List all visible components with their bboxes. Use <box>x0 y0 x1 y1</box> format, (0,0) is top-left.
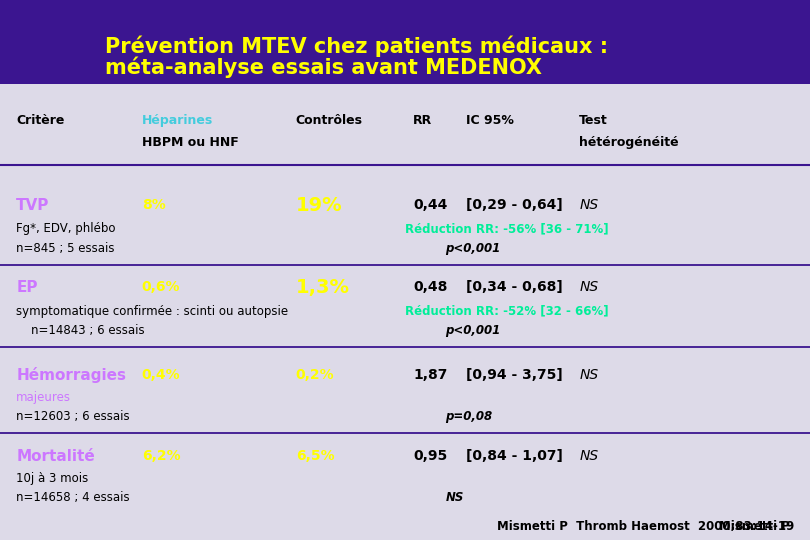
Text: Contrôles: Contrôles <box>296 114 363 127</box>
Text: 10j à 3 mois: 10j à 3 mois <box>16 472 88 485</box>
Text: 6,5%: 6,5% <box>296 449 335 463</box>
Text: [0,84 - 1,07]: [0,84 - 1,07] <box>466 449 563 463</box>
Text: EP: EP <box>16 280 38 295</box>
Text: IC 95%: IC 95% <box>466 114 514 127</box>
Text: NS: NS <box>579 280 599 294</box>
Text: n=845 ; 5 essais: n=845 ; 5 essais <box>16 242 115 255</box>
Text: [0,29 - 0,64]: [0,29 - 0,64] <box>466 198 562 212</box>
Text: 0,44: 0,44 <box>413 198 447 212</box>
Text: 0,48: 0,48 <box>413 280 447 294</box>
FancyBboxPatch shape <box>0 84 810 540</box>
Text: NS: NS <box>579 198 599 212</box>
Text: Réduction RR: -52% [32 - 66%]: Réduction RR: -52% [32 - 66%] <box>405 305 608 318</box>
Text: 8%: 8% <box>142 198 165 212</box>
Text: Mismetti P: Mismetti P <box>718 520 794 533</box>
Text: Hémorragies: Hémorragies <box>16 367 126 383</box>
Text: Mortalité: Mortalité <box>16 449 95 464</box>
Text: Héparines: Héparines <box>142 114 213 127</box>
Text: Réduction RR: -56% [36 - 71%]: Réduction RR: -56% [36 - 71%] <box>405 222 608 235</box>
Text: méta-analyse essais avant MEDENOX: méta-analyse essais avant MEDENOX <box>105 56 543 78</box>
Text: Mismetti P  Thromb Haemost  2000;83:14-19: Mismetti P Thromb Haemost 2000;83:14-19 <box>497 520 794 533</box>
Text: n=14843 ; 6 essais: n=14843 ; 6 essais <box>16 324 145 337</box>
Text: NS: NS <box>579 449 599 463</box>
Text: 0,2%: 0,2% <box>296 368 335 382</box>
Text: symptomatique confirmée : scinti ou autopsie: symptomatique confirmée : scinti ou auto… <box>16 305 288 318</box>
Text: 0,95: 0,95 <box>413 449 447 463</box>
Text: 1,3%: 1,3% <box>296 278 350 297</box>
Text: hétérogénéité: hétérogénéité <box>579 136 679 148</box>
Text: 6,2%: 6,2% <box>142 449 181 463</box>
Text: NS: NS <box>579 368 599 382</box>
Text: n=12603 ; 6 essais: n=12603 ; 6 essais <box>16 410 130 423</box>
Text: 1,87: 1,87 <box>413 368 447 382</box>
Text: p=0,08: p=0,08 <box>446 410 492 423</box>
Text: Test: Test <box>579 114 608 127</box>
Text: TVP: TVP <box>16 198 49 213</box>
Text: [0,34 - 0,68]: [0,34 - 0,68] <box>466 280 562 294</box>
Text: p<0,001: p<0,001 <box>446 242 501 255</box>
Text: HBPM ou HNF: HBPM ou HNF <box>142 136 238 148</box>
Text: Critère: Critère <box>16 114 65 127</box>
Text: Prévention MTEV chez patients médicaux :: Prévention MTEV chez patients médicaux : <box>105 35 608 57</box>
Text: p<0,001: p<0,001 <box>446 324 501 337</box>
Text: [0,94 - 3,75]: [0,94 - 3,75] <box>466 368 562 382</box>
Text: majeures: majeures <box>16 391 71 404</box>
Text: 19%: 19% <box>296 195 343 215</box>
Text: 0,4%: 0,4% <box>142 368 181 382</box>
Text: n=14658 ; 4 essais: n=14658 ; 4 essais <box>16 491 130 504</box>
Text: RR: RR <box>413 114 433 127</box>
Text: Fg*, EDV, phlébo: Fg*, EDV, phlébo <box>16 222 116 235</box>
Text: 0,6%: 0,6% <box>142 280 181 294</box>
Text: NS: NS <box>446 491 464 504</box>
